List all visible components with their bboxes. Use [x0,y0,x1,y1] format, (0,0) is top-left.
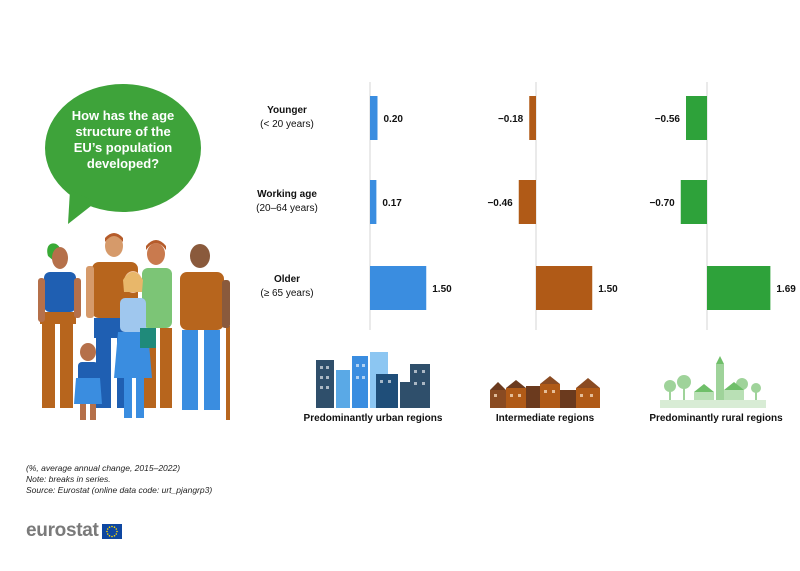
bar-intermediate-working-age [518,180,536,224]
category-label-working-age: Working age (20–64 years) [256,189,318,214]
rural-village-icon [660,356,766,408]
bar-intermediate-younger [529,96,536,140]
child-figure [74,343,102,420]
category-label-younger: Younger (< 20 years) [260,105,314,130]
legend-rural: Predominantly rural regions [649,413,783,424]
value-label-rural-older: 1.69 [776,284,796,295]
eu-flag-icon [101,523,122,539]
value-label-urban-younger: 0.20 [384,114,404,125]
family-illustration [38,233,230,420]
breaks-note: Note: breaks in series. [26,474,111,484]
eurostat-logo: eurostat [26,520,122,542]
value-label-intermediate-working-age: −0.46 [487,198,513,209]
speech-bubble [45,84,201,224]
bar-rural-younger [686,96,707,140]
girl-figure [114,271,156,418]
value-label-rural-younger: −0.56 [655,114,681,125]
bar-rural-working-age [680,180,707,224]
bar-chart: 0.20 0.17 1.50 −0.18 −0.46 1.50 −0.56 −0.70 1.69 [369,82,796,330]
urban-skyline-icon [316,352,430,408]
unit-note: (%, average annual change, 2015–2022) [26,463,181,473]
bar-intermediate-older [536,266,593,310]
woman-green-figure [142,240,172,408]
bar-urban-older [370,266,427,310]
old-man-figure [180,244,230,420]
legend-urban: Predominantly urban regions [303,413,443,424]
value-label-intermediate-older: 1.50 [598,284,618,295]
woman-figure [38,243,81,408]
intermediate-town-icon [490,376,600,408]
bar-urban-working-age [370,180,377,224]
source-note: Source: Eurostat (online data code: urt_… [26,485,213,495]
question-text: How has the age structure of the EU’s po… [71,108,175,171]
category-label-older: Older (≥ 65 years) [260,274,314,299]
chart-notes: (%, average annual change, 2015–2022) No… [26,463,212,496]
legend-intermediate: Intermediate regions [495,413,595,424]
value-label-intermediate-younger: −0.18 [498,114,524,125]
value-label-urban-older: 1.50 [432,284,452,295]
value-label-rural-working-age: −0.70 [649,198,675,209]
value-label-urban-working-age: 0.17 [382,198,402,209]
bar-rural-older [707,266,771,310]
bar-urban-younger [370,96,378,140]
logo-text: eurostat [26,520,99,541]
